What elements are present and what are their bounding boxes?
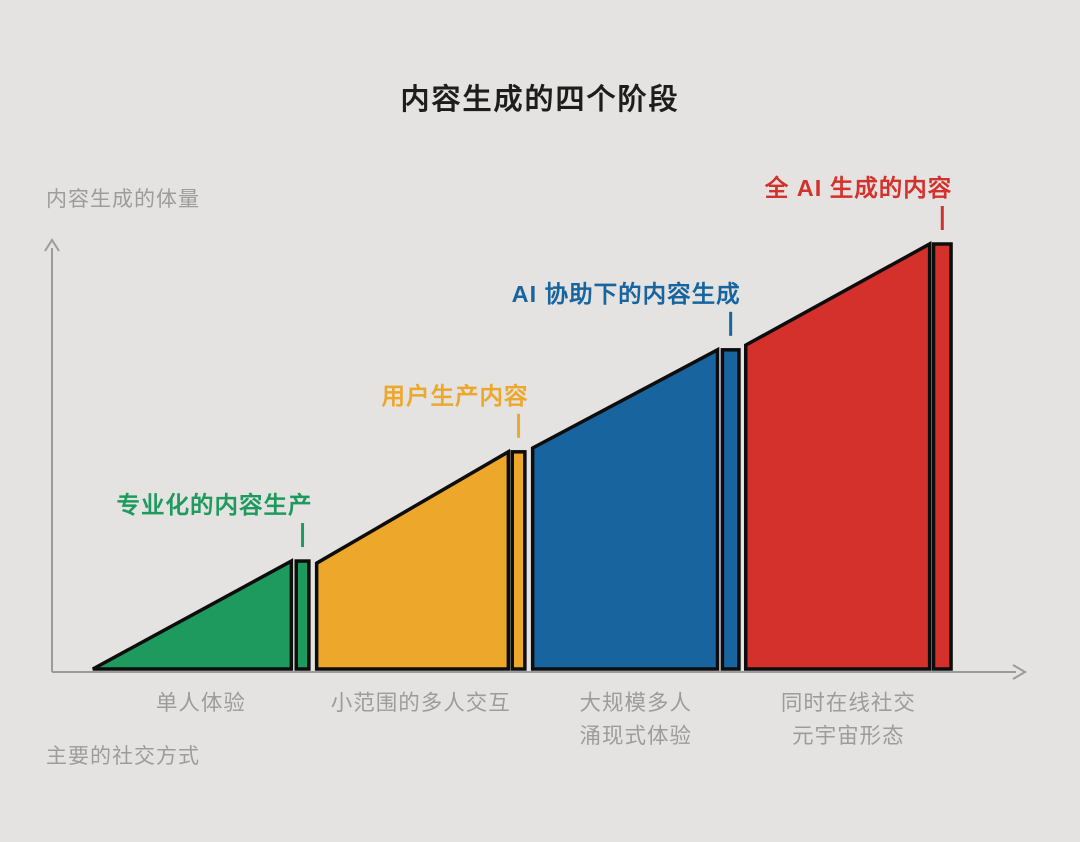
y-axis-title: 内容生成的体量 [46,188,200,211]
x-tick-label-2: 小范围的多人交互 [331,691,511,715]
page-title: 内容生成的四个阶段 [400,84,680,116]
stage-bar-2 [510,450,527,671]
stage-area-2 [314,448,511,671]
y-axis-arrow-icon [44,238,60,252]
x-tick-label-3: 涌现式体验 [580,724,693,748]
x-tick-label-4: 元宇宙形态 [792,724,905,748]
x-tick-label-4: 同时在线社交 [781,691,916,715]
stage-area-1 [92,558,294,671]
stage-bar-3 [720,348,741,671]
x-axis-title: 主要的社交方式 [46,745,200,768]
x-axis-arrow-icon [1012,664,1027,680]
stage-label-1: 专业化的内容生产 [117,491,313,518]
stage-bar-1 [294,559,311,671]
x-tick-label-3: 大规模多人 [580,691,693,715]
stage-area-3 [530,346,720,671]
stage-bar-4 [931,242,953,671]
x-tick-label-1: 单人体验 [156,691,246,715]
stage-area-4 [743,241,932,671]
stage-label-4: 全 AI 生成的内容 [764,174,953,201]
stage-label-3: AI 协助下的内容生成 [512,280,741,307]
stage-label-2: 用户生产内容 [382,382,529,409]
